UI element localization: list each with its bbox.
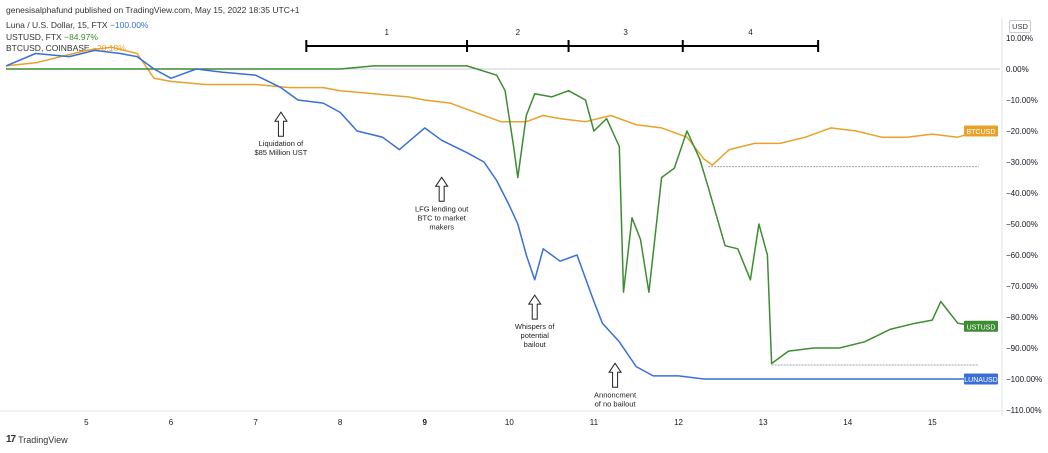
y-tick-label: −90.00% — [1006, 344, 1038, 353]
phase-label: 2 — [516, 28, 521, 37]
x-tick-label: 7 — [253, 418, 258, 427]
annotation-text: potential — [521, 331, 550, 340]
last-value-badge — [964, 125, 998, 137]
x-tick-label: 11 — [590, 418, 599, 427]
currency-button[interactable]: USD — [1009, 20, 1031, 33]
series-line-ustusd — [6, 65, 980, 365]
y-tick-label: −20.00% — [1006, 127, 1038, 136]
series-line-btcusd — [5, 46, 980, 166]
y-tick-label: −110.00% — [1006, 406, 1042, 415]
chart-header: genesisalphafund published on TradingVie… — [6, 5, 300, 15]
last-value-badge — [964, 373, 998, 385]
x-tick-label: 8 — [338, 418, 343, 427]
y-tick-label: −80.00% — [1006, 313, 1038, 322]
y-tick-label: 0.00% — [1006, 65, 1029, 74]
tradingview-footer[interactable]: 17 TradingView — [6, 434, 68, 445]
x-tick-label: 6 — [169, 418, 174, 427]
y-tick-label: −10.00% — [1006, 96, 1038, 105]
phase-label: 4 — [748, 28, 753, 37]
series-line-lunausd — [5, 49, 979, 380]
legend-item-ust[interactable]: USTUSD, FTX −84.97% — [6, 32, 148, 44]
up-arrow-icon — [608, 362, 623, 388]
y-tick-label: 10.00% — [1006, 34, 1033, 43]
last-value-label: LUNAUSD — [964, 377, 997, 384]
annotation-text: Liquidation of — [259, 139, 305, 148]
x-tick-label: 14 — [843, 418, 852, 427]
x-tick-label: 9 — [423, 418, 428, 427]
annotation-text: $85 Million UST — [254, 148, 307, 157]
legend-value: −84.97% — [64, 31, 98, 42]
y-tick-label: −70.00% — [1006, 282, 1038, 291]
phase-label: 1 — [384, 28, 389, 37]
annotation-text: bailout — [524, 340, 547, 349]
y-tick-label: −60.00% — [1006, 251, 1038, 260]
legend-name: Luna / U.S. Dollar, 15, FTX — [6, 20, 108, 30]
x-tick-label: 10 — [505, 418, 514, 427]
up-arrow-icon — [434, 176, 449, 202]
legend-value: −100.00% — [109, 20, 149, 30]
legend-item-luna[interactable]: Luna / U.S. Dollar, 15, FTX −100.00% — [6, 20, 148, 32]
footer-brand: TradingView — [18, 434, 68, 445]
last-value-badge — [964, 320, 998, 332]
y-tick-label: −40.00% — [1006, 189, 1038, 198]
phase-label: 3 — [623, 28, 628, 37]
x-tick-label: 12 — [674, 418, 683, 427]
annotation-text: LFG lending out — [415, 204, 469, 213]
last-value-label: USTUSD — [967, 324, 996, 331]
legend-name: USTUSD, FTX — [6, 31, 62, 42]
up-arrow-icon — [527, 294, 542, 320]
annotation-text: Whispers of — [515, 322, 556, 331]
annotation-text: BTC to market — [417, 213, 466, 222]
annotation-text: Annoncment — [594, 390, 637, 399]
annotation-text: makers — [429, 222, 454, 231]
y-tick-label: −30.00% — [1006, 158, 1038, 167]
last-value-label: BTCUSD — [967, 129, 996, 136]
up-arrow-icon — [274, 111, 288, 137]
legend-name: BTCUSD, COINBASE — [6, 43, 90, 53]
x-tick-label: 5 — [84, 418, 89, 427]
x-tick-label: 13 — [759, 418, 768, 427]
y-tick-label: −50.00% — [1006, 220, 1038, 229]
annotation-text: of no bailout — [595, 399, 637, 408]
x-tick-label: 15 — [928, 418, 937, 427]
tradingview-logo-icon: 17 — [6, 434, 16, 445]
y-tick-label: −100.00% — [1006, 375, 1042, 384]
